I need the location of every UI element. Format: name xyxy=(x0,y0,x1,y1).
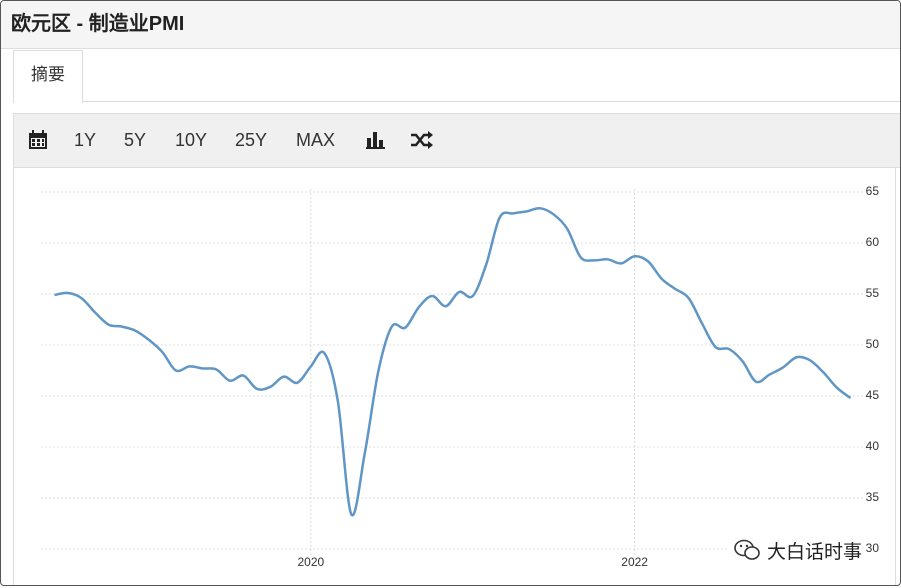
y-tick-label: 55 xyxy=(866,286,880,300)
tab-line xyxy=(82,101,900,102)
y-tick-label: 40 xyxy=(866,439,880,453)
y-tick-label: 45 xyxy=(866,388,880,402)
range-button[interactable]: 10Y xyxy=(175,130,208,150)
watermark-text: 大白话时事 xyxy=(767,541,863,563)
title: 欧元区 - 制造业PMI xyxy=(1,1,900,49)
y-tick-label: 60 xyxy=(866,235,880,249)
wechat-icon xyxy=(734,539,760,560)
chart: 30 35 40 45 50 55 60 65 2020 2022 xyxy=(13,167,896,585)
chart-border xyxy=(13,167,896,585)
line xyxy=(54,207,852,517)
x-tick-label: 2020 xyxy=(297,555,324,569)
toolbar: 1Y 5Y 10Y 25Y MAX xyxy=(13,113,900,168)
shuffle-icon[interactable] xyxy=(410,130,434,150)
watermark: 大白话时事 xyxy=(729,535,867,565)
range-button[interactable]: 1Y xyxy=(74,130,97,150)
y-tick-label: 30 xyxy=(866,541,880,555)
bar-icon[interactable] xyxy=(366,131,386,149)
range-button[interactable]: MAX xyxy=(296,130,336,150)
calendar-icon[interactable] xyxy=(28,130,48,150)
y-tick-label: 35 xyxy=(866,490,880,504)
y-tick-label: 50 xyxy=(866,337,880,351)
range-button[interactable]: 5Y xyxy=(124,130,147,150)
y-tick-label: 65 xyxy=(866,184,880,198)
x-tick-label: 2022 xyxy=(621,555,648,569)
range-button[interactable]: 25Y xyxy=(235,130,268,150)
tab[interactable]: 摘要 xyxy=(13,50,83,103)
